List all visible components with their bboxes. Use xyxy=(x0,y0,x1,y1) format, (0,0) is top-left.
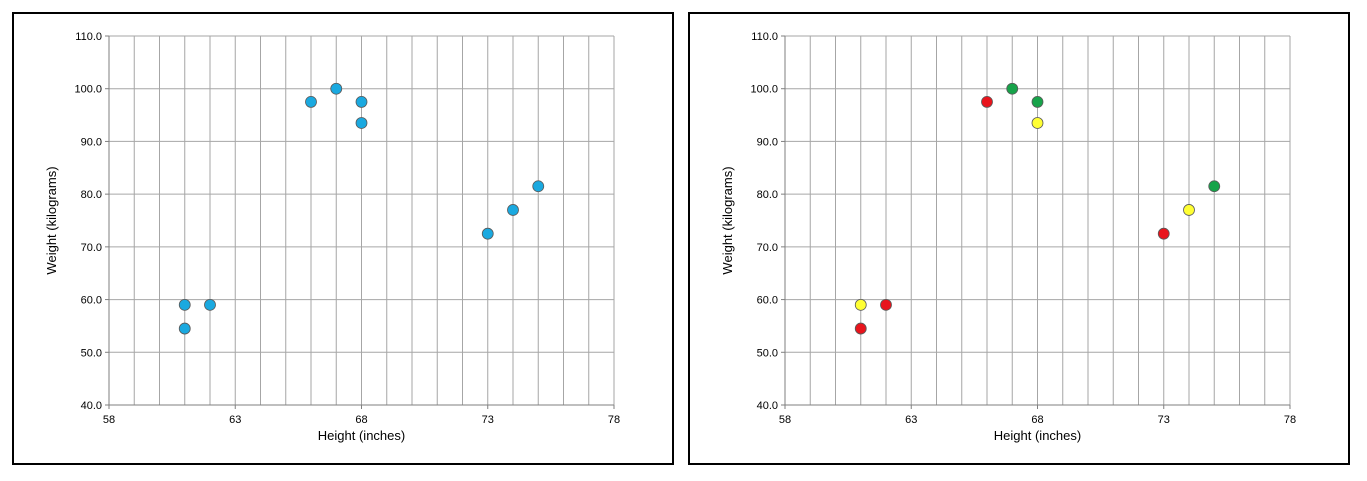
y-tick-label: 100.0 xyxy=(74,84,102,96)
x-tick-label: 58 xyxy=(103,414,115,426)
data-point xyxy=(355,95,368,108)
data-point xyxy=(481,227,494,240)
chart-panel-left: 40.0 50.0 60.0 70.0 80.0 90.0 100.0 110.0 58 63 68… xyxy=(12,12,674,465)
data-point xyxy=(507,204,519,216)
data-point xyxy=(1208,180,1221,193)
data-point xyxy=(1157,227,1170,240)
y-tick-label: 40.0 xyxy=(81,400,102,412)
x-tick-label: 68 xyxy=(1031,414,1043,426)
data-point xyxy=(305,95,317,108)
y-tick-label: 50.0 xyxy=(757,347,778,359)
data-point xyxy=(981,95,993,108)
x-tick-label: 68 xyxy=(355,414,367,426)
y-tick-label: 40.0 xyxy=(757,400,778,412)
data-point xyxy=(1031,95,1044,108)
x-tick-label: 73 xyxy=(1158,414,1170,426)
scatter-chart-left: 40.0 50.0 60.0 70.0 80.0 90.0 100.0 110.0 58 63 68… xyxy=(44,31,620,443)
y-tick-label: 110.0 xyxy=(75,31,102,43)
x-tick-label: 73 xyxy=(482,414,494,426)
data-point xyxy=(178,298,191,311)
y-tick-label: 60.0 xyxy=(757,295,778,307)
data-point xyxy=(854,298,867,311)
data-point xyxy=(355,117,368,129)
y-tick-label: 60.0 xyxy=(81,295,102,307)
data-point xyxy=(880,298,892,311)
y-tick-label: 90.0 xyxy=(81,136,102,148)
y-tick-label: 50.0 xyxy=(81,347,102,359)
x-axis-title: Height (inches) xyxy=(994,428,1081,443)
x-tick-label: 78 xyxy=(608,414,620,426)
x-tick-label: 78 xyxy=(1284,414,1296,426)
y-axis-title: Weight (kilograms) xyxy=(44,166,59,274)
data-point xyxy=(178,322,191,335)
y-tick-label: 80.0 xyxy=(757,189,778,201)
x-axis-title: Height (inches) xyxy=(318,428,405,443)
data-point xyxy=(532,180,545,193)
data-point xyxy=(1006,82,1019,95)
y-tick-label: 90.0 xyxy=(757,136,778,148)
y-tick-label: 70.0 xyxy=(81,242,102,254)
y-tick-label: 70.0 xyxy=(757,242,778,254)
chart-panel-right: 40.0 50.0 60.0 70.0 80.0 90.0 100.0 110.0 58 63 68… xyxy=(688,12,1350,465)
data-point xyxy=(1183,204,1195,216)
data-point xyxy=(854,322,867,335)
data-point xyxy=(1031,117,1044,129)
x-tick-label: 63 xyxy=(905,414,917,426)
x-tick-label: 58 xyxy=(779,414,791,426)
data-point xyxy=(330,82,343,95)
y-axis-title: Weight (kilograms) xyxy=(720,166,735,274)
y-tick-label: 80.0 xyxy=(81,189,102,201)
scatter-chart-right: 40.0 50.0 60.0 70.0 80.0 90.0 100.0 110.0 58 63 68… xyxy=(720,31,1296,443)
y-tick-label: 100.0 xyxy=(750,84,778,96)
x-tick-label: 63 xyxy=(229,414,241,426)
data-point xyxy=(204,298,216,311)
y-tick-label: 110.0 xyxy=(751,31,778,43)
